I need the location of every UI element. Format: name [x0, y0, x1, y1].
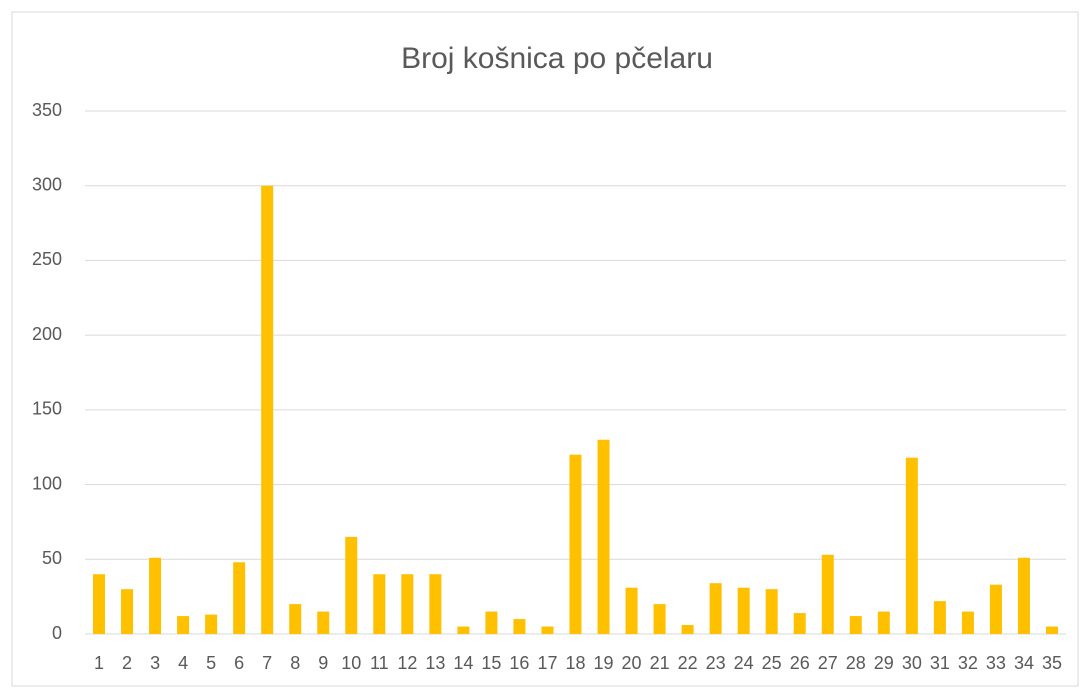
bar	[765, 589, 778, 634]
x-tick-label: 1	[94, 653, 104, 673]
y-tick-label: 50	[42, 548, 62, 568]
x-tick-label: 22	[678, 653, 698, 673]
bar	[653, 604, 666, 634]
bar	[1045, 626, 1058, 634]
chart-title: Broj košnica po pčelaru	[401, 42, 713, 75]
x-tick-label: 9	[318, 653, 328, 673]
bar	[625, 587, 638, 634]
x-tick-label: 8	[290, 653, 300, 673]
x-tick-label: 16	[509, 653, 529, 673]
bar	[513, 619, 526, 634]
bar	[485, 611, 498, 634]
bar	[933, 601, 946, 634]
x-tick-label: 17	[537, 653, 557, 673]
x-tick-label: 6	[234, 653, 244, 673]
bar	[149, 557, 162, 634]
y-tick-label: 300	[32, 174, 62, 194]
y-tick-label: 0	[52, 623, 62, 643]
x-tick-label: 15	[481, 653, 501, 673]
x-tick-label: 11	[370, 653, 389, 673]
x-tick-label: 28	[846, 653, 866, 673]
bar	[793, 613, 806, 634]
bar	[289, 604, 302, 634]
x-tick-label: 30	[902, 653, 922, 673]
bar	[821, 554, 834, 634]
bar	[93, 574, 106, 634]
x-tick-label: 25	[762, 653, 782, 673]
x-tick-label: 5	[206, 653, 216, 673]
y-tick-label: 150	[32, 399, 62, 419]
bar	[401, 574, 414, 634]
y-tick-label: 350	[32, 100, 62, 120]
x-tick-label: 14	[453, 653, 473, 673]
bar	[1017, 557, 1030, 634]
bar	[597, 439, 610, 634]
x-tick-label: 10	[341, 653, 361, 673]
y-tick-label: 200	[32, 324, 62, 344]
bar	[177, 616, 190, 634]
x-tick-label: 12	[397, 653, 417, 673]
x-tick-label: 32	[958, 653, 978, 673]
x-tick-label: 19	[594, 653, 614, 673]
bar	[877, 611, 890, 634]
bar	[681, 625, 694, 634]
bar	[429, 574, 442, 634]
x-tick-label: 23	[706, 653, 726, 673]
x-tick-label: 35	[1042, 653, 1062, 673]
x-tick-label: 18	[565, 653, 585, 673]
x-tick-label: 21	[650, 653, 670, 673]
bar	[317, 611, 330, 634]
chart-border	[11, 11, 1079, 687]
x-tick-label: 26	[790, 653, 810, 673]
bar	[457, 626, 470, 634]
bar	[261, 185, 274, 634]
bar	[569, 454, 582, 634]
bar	[737, 587, 750, 634]
bar	[373, 574, 386, 634]
x-tick-label: 4	[178, 653, 188, 673]
x-tick-label: 29	[874, 653, 894, 673]
x-tick-label: 33	[986, 653, 1006, 673]
bar	[905, 457, 918, 634]
x-tick-label: 24	[734, 653, 754, 673]
bar	[989, 584, 1002, 634]
bar	[205, 614, 218, 634]
bar	[345, 536, 358, 634]
x-tick-label: 27	[818, 653, 838, 673]
bar	[961, 611, 974, 634]
y-tick-label: 100	[32, 473, 62, 493]
x-tick-label: 34	[1014, 653, 1034, 673]
y-tick-label: 250	[32, 249, 62, 269]
x-tick-label: 20	[622, 653, 642, 673]
x-tick-label: 2	[122, 653, 132, 673]
bar	[121, 589, 134, 634]
bar	[233, 562, 246, 634]
x-tick-label: 7	[262, 653, 272, 673]
x-tick-label: 3	[150, 653, 160, 673]
bar	[709, 583, 722, 634]
x-tick-label: 31	[930, 653, 950, 673]
bar	[849, 616, 862, 634]
bar	[541, 626, 554, 634]
x-tick-label: 13	[425, 653, 445, 673]
